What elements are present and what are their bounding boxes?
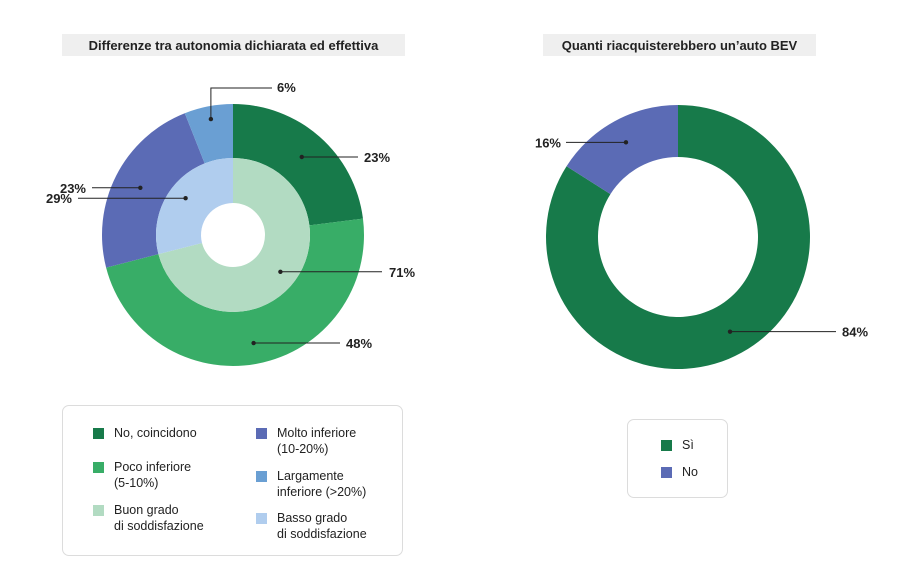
right-label-no: 16% — [535, 135, 561, 150]
left-label-molto-inferiore: 23% — [60, 181, 86, 196]
right-legend-item-si: Sì — [661, 437, 694, 453]
right-legend-item-si-label: Sì — [682, 438, 694, 452]
left-legend-item-no-coincidono: No, coincidono — [93, 425, 197, 441]
left-label-no-coincidono: 23% — [364, 150, 390, 165]
right-legend-item-no-swatch — [661, 467, 672, 478]
left-inner-ring — [156, 158, 310, 312]
left-legend-item-poco-inferiore-5-10-swatch — [93, 462, 104, 473]
right-slice-no — [566, 105, 678, 195]
left-legend-item-molto-inferiore-10-20: Molto inferiore (10-20%) — [256, 425, 356, 457]
left-legend-item-largamente-inferiore-20: Largamente inferiore (>20%) — [256, 468, 366, 500]
left-legend-item-no-coincidono-label: No, coincidono — [114, 426, 197, 440]
left-inner-slice-basso-grado-di-soddisfazione — [156, 158, 233, 255]
right-chart-title-background — [543, 34, 816, 56]
left-chart-legend: No, coincidono Molto inferiore (10-20%) Po… — [62, 405, 403, 556]
left-outer-slice-poco-inferiore-5-10 — [106, 218, 365, 367]
right-chart-title: Quanti riacquisterebbero un’auto BEV — [562, 38, 798, 53]
left-legend-item-molto-inferiore-10-20-label: Molto inferiore (10-20%) — [277, 426, 357, 456]
left-chart-labels: 23% 48% 23% 6% 71% 29% — [46, 80, 415, 351]
right-chart-legend: Sì No — [627, 419, 728, 498]
right-legend-item-no: No — [661, 464, 698, 480]
left-outer-slice-largamente-inferiore-20 — [184, 104, 233, 164]
left-legend-item-largamente-inferiore-20-swatch — [256, 471, 267, 482]
left-legend-item-buon-grado-di-soddisfazione-swatch — [93, 505, 104, 516]
right-donut-ring — [546, 105, 810, 369]
left-legend-item-basso-grado-di-soddisfazione-label: Basso grado di soddisfazione — [277, 511, 367, 541]
left-legend-item-buon-grado-di-soddisfazione-label: Buon grado di soddisfazione — [114, 503, 204, 533]
right-label-si: 84% — [842, 325, 868, 340]
right-chart-labels: 84% 16% — [535, 135, 868, 339]
left-legend-item-poco-inferiore-5-10-label: Poco inferiore (5-10%) — [114, 460, 192, 490]
left-chart-title: Differenze tra autonomia dichiarata ed e… — [89, 38, 379, 53]
left-label-largamente-inferiore-leader — [210, 87, 272, 120]
right-slice-s — [546, 105, 810, 369]
left-outer-ring — [101, 104, 365, 367]
left-label-poco-inferiore: 48% — [346, 336, 372, 351]
left-label-largamente-inferiore: 6% — [277, 80, 296, 95]
left-legend-item-largamente-inferiore-20-label: Largamente inferiore (>20%) — [277, 469, 367, 499]
left-legend-item-buon-grado-di-soddisfazione: Buon grado di soddisfazione — [93, 502, 204, 534]
left-inner-slice-buon-grado-di-soddisfazione — [158, 158, 310, 312]
left-label-buon-grado: 71% — [389, 265, 415, 280]
right-legend-item-no-label: No — [682, 465, 698, 479]
left-legend-item-basso-grado-di-soddisfazione-swatch — [256, 513, 267, 524]
left-outer-slice-molto-inferiore-10-20 — [101, 113, 205, 268]
left-legend-item-poco-inferiore-5-10: Poco inferiore (5-10%) — [93, 459, 191, 491]
left-legend-item-no-coincidono-swatch — [93, 428, 104, 439]
left-chart-title-background — [62, 34, 405, 56]
right-legend-item-si-swatch — [661, 440, 672, 451]
left-label-basso-grado: 29% — [46, 191, 72, 206]
left-legend-item-basso-grado-di-soddisfazione: Basso grado di soddisfazione — [256, 510, 367, 542]
left-legend-item-molto-inferiore-10-20-swatch — [256, 428, 267, 439]
left-outer-slice-no-coincidono — [233, 104, 363, 226]
